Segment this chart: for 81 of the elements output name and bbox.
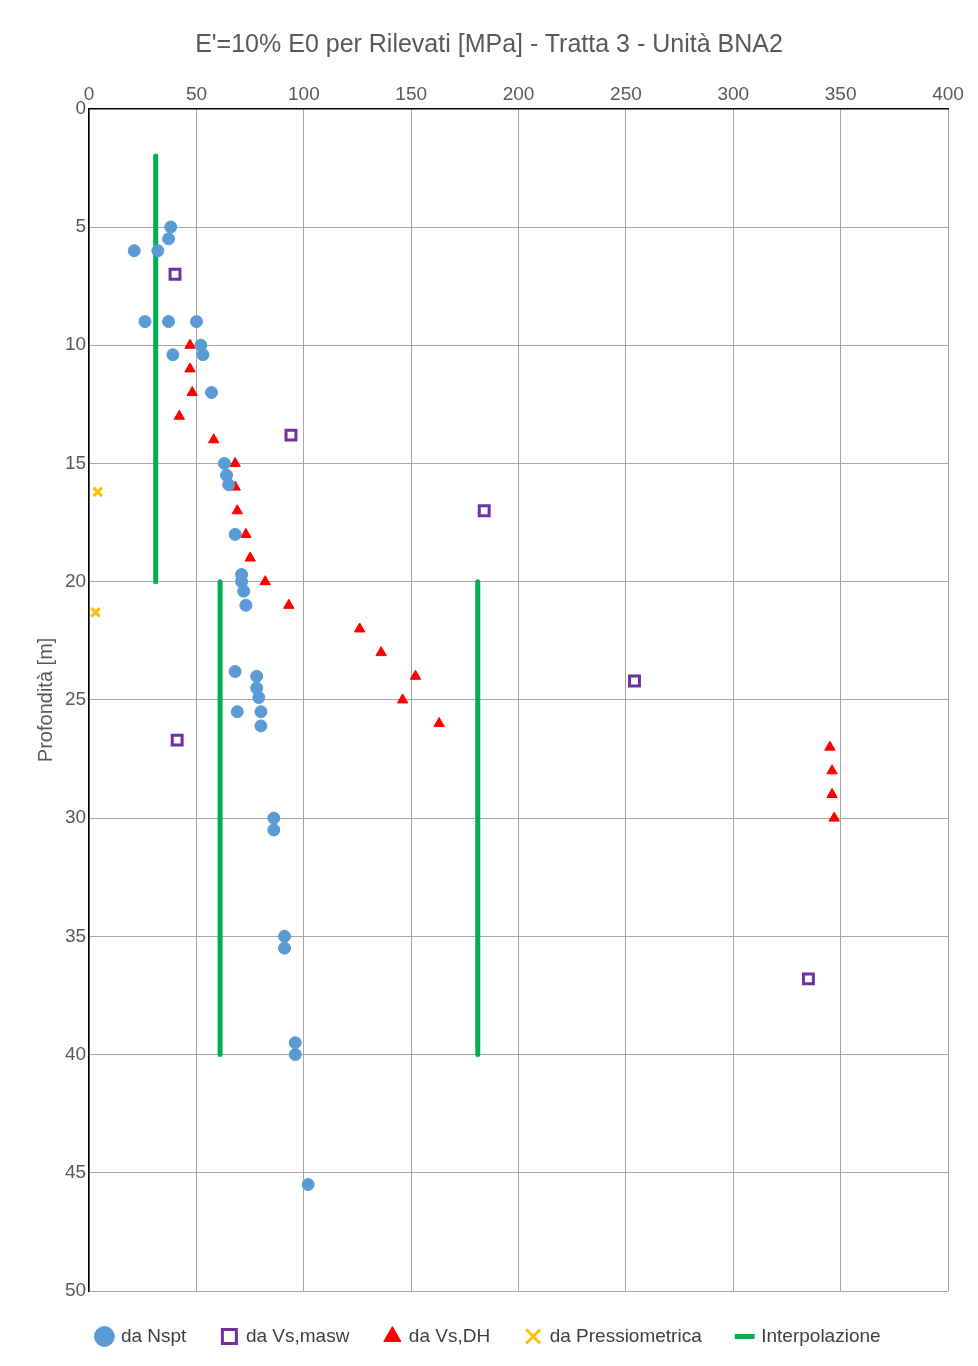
point — [239, 598, 253, 612]
point — [252, 691, 266, 705]
point — [196, 348, 210, 362]
y-tick-label: 15 — [64, 451, 87, 473]
point — [284, 428, 298, 442]
point — [231, 504, 243, 515]
point — [237, 584, 251, 598]
point — [166, 348, 180, 362]
x-tick-label: 200 — [502, 82, 535, 104]
y-tick-label: 30 — [64, 806, 87, 828]
point — [184, 338, 196, 349]
x-tick-label: 100 — [288, 82, 320, 104]
point — [375, 646, 387, 657]
point — [228, 527, 242, 541]
point — [244, 551, 256, 562]
point — [826, 764, 838, 775]
point — [151, 244, 165, 258]
point — [259, 575, 271, 586]
point — [170, 733, 184, 747]
point — [222, 478, 236, 492]
point — [301, 1178, 315, 1192]
point — [138, 315, 152, 329]
x-tick-label: 350 — [824, 82, 857, 104]
point — [433, 717, 445, 728]
legend-label: da Nspt — [120, 1324, 188, 1346]
y-tick-label: 25 — [64, 688, 87, 710]
x-tick-label: 400 — [932, 82, 964, 104]
point — [824, 740, 836, 751]
legend-label: da Vs,DH — [408, 1324, 491, 1346]
point — [228, 665, 242, 679]
point — [254, 719, 268, 733]
point — [207, 433, 220, 444]
point — [230, 705, 244, 719]
point — [288, 1048, 302, 1062]
point — [396, 693, 409, 704]
point — [288, 1036, 302, 1050]
x-tick-label: 150 — [395, 82, 428, 104]
point — [283, 598, 295, 609]
point — [477, 504, 491, 518]
legend-label: Interpolazione — [761, 1324, 881, 1346]
point — [162, 315, 176, 329]
point — [409, 669, 422, 680]
chart-title: E'=10% E0 per Rilevati [MPa] - Tratta 3 - Unità BNA2 — [195, 28, 783, 57]
point — [828, 811, 840, 822]
point — [186, 386, 198, 397]
y-axis-title: Profondità [m] — [33, 637, 56, 763]
point — [267, 823, 281, 837]
x-tick-label: 50 — [185, 82, 208, 104]
point — [184, 362, 196, 373]
point — [162, 232, 176, 246]
y-tick-label: 5 — [75, 215, 87, 237]
legend-label: da Vs,masw — [245, 1324, 350, 1346]
point — [353, 622, 366, 633]
point — [168, 267, 182, 281]
y-tick-label: 45 — [64, 1161, 87, 1183]
point — [628, 674, 641, 688]
y-tick-label: 35 — [64, 924, 87, 946]
y-tick-label: 50 — [64, 1279, 87, 1301]
point — [89, 606, 102, 619]
x-tick-label: 300 — [717, 82, 750, 104]
point — [229, 456, 241, 467]
y-tick-label: 10 — [64, 333, 87, 355]
point — [826, 787, 838, 798]
y-tick-label: 40 — [64, 1042, 87, 1064]
y-tick-label: 20 — [64, 569, 87, 591]
point — [217, 456, 231, 470]
point — [267, 811, 281, 825]
point — [278, 941, 292, 955]
point — [127, 244, 141, 258]
point — [250, 669, 264, 683]
legend-label: da Pressiometrica — [549, 1324, 703, 1346]
x-tick-label: 250 — [610, 82, 642, 104]
point — [205, 386, 219, 400]
point — [173, 409, 186, 420]
point — [254, 705, 268, 719]
point — [164, 220, 178, 234]
point — [801, 972, 815, 986]
point — [91, 486, 104, 498]
point — [278, 929, 292, 943]
point — [240, 527, 252, 538]
point — [189, 315, 203, 329]
